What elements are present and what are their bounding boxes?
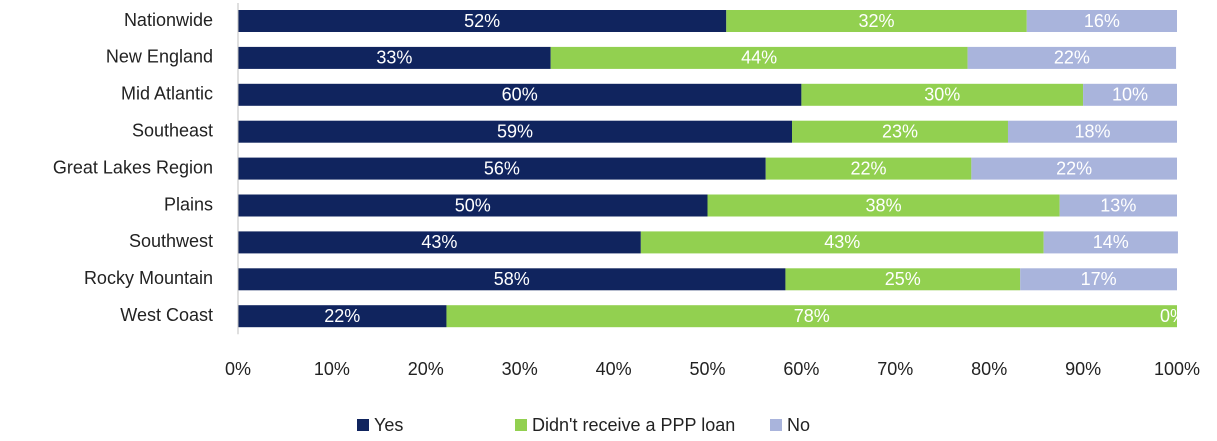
data-label: 22%	[851, 158, 887, 178]
bar-segment	[238, 157, 766, 180]
data-label: 78%	[794, 306, 830, 326]
y-tick-label: Great Lakes Region	[53, 157, 213, 177]
legend-swatch	[357, 419, 369, 431]
bar-segment	[238, 120, 793, 143]
y-tick-label: New England	[106, 47, 213, 67]
bar-segment	[1083, 83, 1177, 106]
x-tick-label: 80%	[971, 359, 1007, 379]
bar-segment	[967, 46, 1177, 69]
data-label: 43%	[824, 232, 860, 252]
legend-swatch	[770, 419, 782, 431]
bar-segment	[707, 194, 1060, 217]
x-tick-label: 60%	[783, 359, 819, 379]
data-label: 52%	[464, 11, 500, 31]
data-label: 22%	[1056, 158, 1092, 178]
bar-segment	[1059, 194, 1177, 217]
bar-segment	[238, 305, 447, 328]
data-label: 16%	[1084, 11, 1120, 31]
x-tick-label: 50%	[689, 359, 725, 379]
bar-segment	[640, 231, 1044, 254]
bar-segment	[238, 194, 708, 217]
legend-label: No	[787, 415, 810, 435]
y-tick-label: West Coast	[120, 305, 213, 325]
y-tick-label: Southeast	[132, 120, 213, 140]
data-label: 25%	[885, 269, 921, 289]
data-label: 56%	[484, 158, 520, 178]
data-label: 13%	[1100, 195, 1136, 215]
x-tick-label: 40%	[596, 359, 632, 379]
bar-segment	[785, 268, 1021, 291]
data-label: 22%	[1054, 48, 1090, 68]
x-tick-label: 70%	[877, 359, 913, 379]
bar-segment	[1026, 10, 1177, 32]
x-tick-label: 90%	[1065, 359, 1101, 379]
legend-label: Didn't receive a PPP loan	[532, 415, 735, 435]
bar-segment	[238, 268, 786, 291]
bar-segment	[550, 46, 968, 69]
bar-segment	[238, 83, 802, 106]
data-label: 33%	[376, 48, 412, 68]
data-label: 18%	[1074, 121, 1110, 141]
bar-segment	[1043, 231, 1178, 254]
y-tick-label: Southwest	[129, 231, 213, 251]
data-label: 17%	[1081, 269, 1117, 289]
y-tick-label: Plains	[164, 194, 213, 214]
bar-segment	[238, 10, 727, 32]
data-label: 60%	[502, 85, 538, 105]
bar-segment	[971, 157, 1177, 180]
y-tick-label: Rocky Mountain	[84, 268, 213, 288]
legend-label: Yes	[374, 415, 403, 435]
data-label: 59%	[497, 121, 533, 141]
bar-segment	[238, 231, 641, 254]
data-label: 10%	[1112, 85, 1148, 105]
legend-swatch	[515, 419, 527, 431]
x-tick-label: 20%	[408, 359, 444, 379]
y-tick-label: Nationwide	[124, 10, 213, 30]
data-label: 38%	[866, 195, 902, 215]
bar-segment	[1020, 268, 1177, 291]
data-label: 44%	[741, 48, 777, 68]
bar-segment	[792, 120, 1008, 143]
data-label: 23%	[882, 121, 918, 141]
data-label: 32%	[859, 11, 895, 31]
bar-segment	[1007, 120, 1177, 143]
y-tick-label: Mid Atlantic	[121, 84, 213, 104]
bar-segment	[238, 46, 551, 69]
data-label: 43%	[421, 232, 457, 252]
x-tick-label: 0%	[225, 359, 251, 379]
bar-segment	[801, 83, 1084, 106]
bar-segment	[446, 305, 1177, 328]
x-tick-label: 30%	[502, 359, 538, 379]
bar-segment	[765, 157, 972, 180]
x-tick-label: 10%	[314, 359, 350, 379]
data-label: 22%	[324, 306, 360, 326]
data-label: 0%	[1160, 306, 1186, 326]
bar-segment	[726, 10, 1027, 32]
data-label: 30%	[924, 85, 960, 105]
data-label: 50%	[455, 195, 491, 215]
data-label: 58%	[494, 269, 530, 289]
data-label: 14%	[1093, 232, 1129, 252]
x-tick-label: 100%	[1154, 359, 1200, 379]
